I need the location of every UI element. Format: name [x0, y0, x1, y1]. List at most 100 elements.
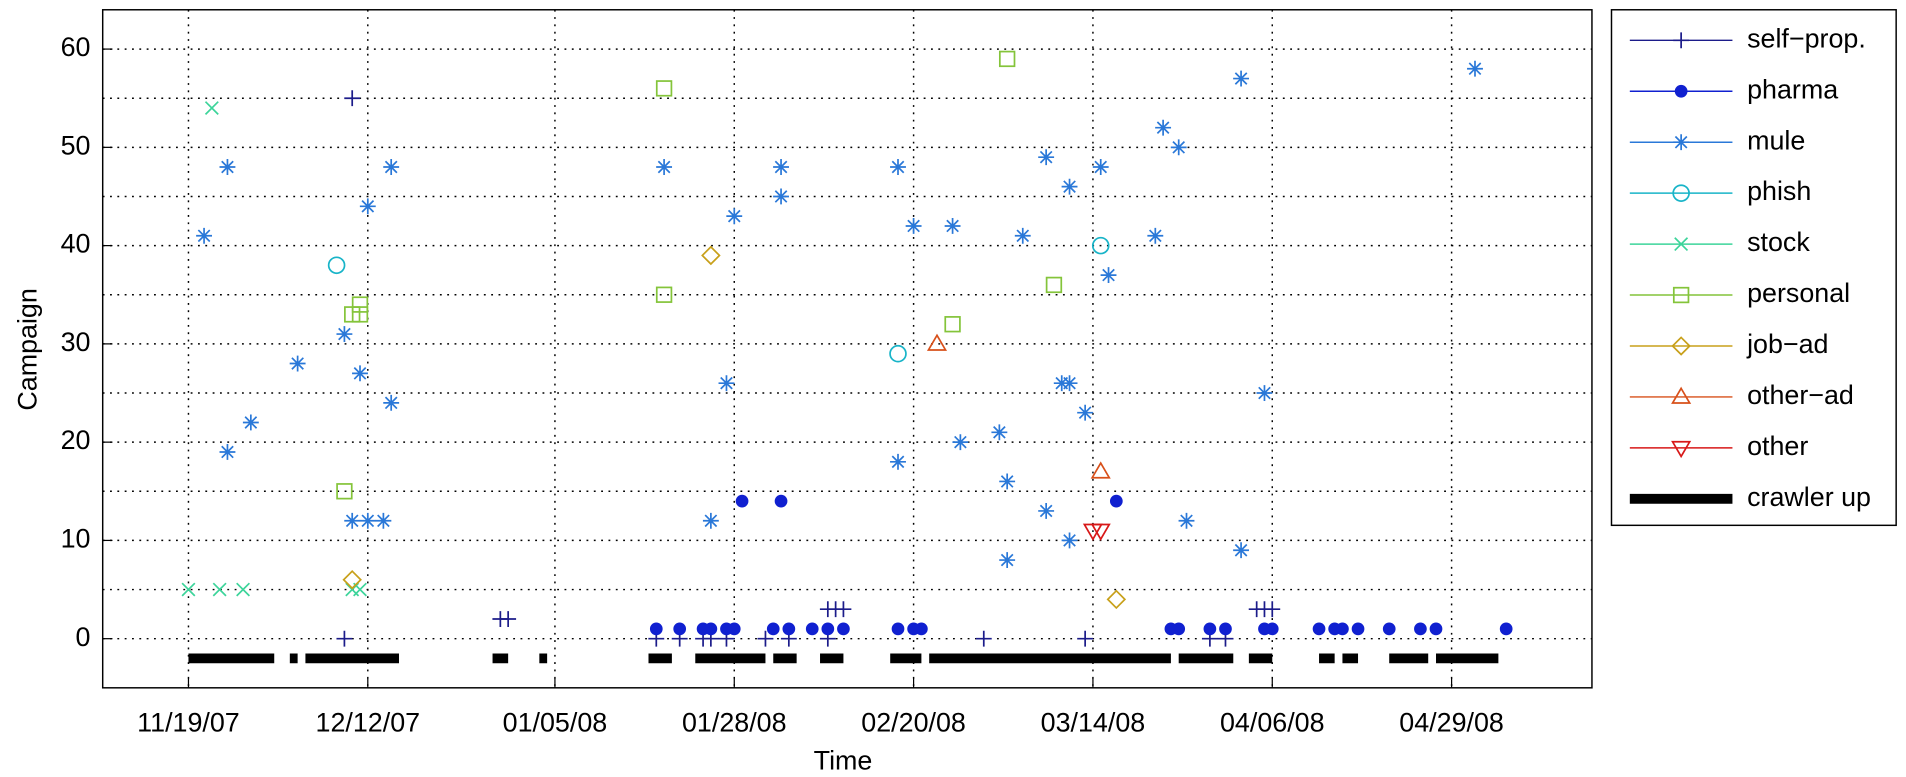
marker-part: [344, 90, 361, 107]
marker-part: [1061, 375, 1078, 392]
y-tick-label: 60: [61, 32, 91, 62]
marker-part: [1467, 60, 1483, 77]
marker: [1106, 589, 1127, 610]
marker-part: [1429, 622, 1443, 636]
marker-part: [1219, 622, 1232, 636]
marker: [1155, 119, 1172, 136]
marker: [196, 227, 213, 244]
legend-label: crawler up: [1747, 482, 1871, 512]
marker-part: [837, 622, 850, 636]
marker-part: [704, 622, 718, 636]
marker: [774, 494, 788, 508]
y-tick-label: 50: [61, 130, 91, 160]
marker-part: [1265, 622, 1279, 636]
marker-part: [375, 512, 392, 529]
marker: [383, 159, 400, 175]
marker: [1100, 267, 1117, 284]
marker-part: [944, 218, 961, 234]
marker-part: [336, 630, 353, 647]
marker: [336, 483, 353, 500]
marker: [1038, 149, 1055, 166]
marker: [1170, 139, 1187, 156]
marker-part: [1674, 84, 1688, 98]
marker: [1090, 523, 1111, 541]
marker: [889, 344, 907, 363]
marker-part: [1147, 227, 1164, 244]
marker: [1414, 622, 1427, 636]
marker: [1233, 70, 1250, 87]
marker: [219, 444, 236, 460]
marker-part: [890, 159, 906, 175]
marker: [656, 159, 673, 175]
marker-part: [649, 622, 663, 636]
marker: [500, 611, 517, 627]
marker-part: [219, 159, 236, 175]
marker: [1061, 375, 1078, 392]
marker: [336, 326, 353, 342]
marker: [181, 582, 196, 597]
marker: [673, 622, 687, 636]
marker-part: [1038, 502, 1055, 519]
marker: [975, 630, 992, 647]
marker: [1172, 622, 1186, 636]
marker-part: [952, 434, 969, 451]
y-tick-label: 20: [61, 425, 91, 455]
marker-part: [1672, 286, 1690, 304]
marker: [1264, 601, 1281, 618]
legend-label: self−prop.: [1747, 23, 1866, 53]
marker: [359, 512, 376, 529]
marker-part: [352, 365, 368, 382]
marker-part: [926, 333, 948, 351]
marker: [1336, 622, 1349, 636]
marker-part: [1312, 622, 1326, 636]
marker: [1090, 461, 1111, 479]
marker: [701, 245, 721, 266]
marker-part: [204, 101, 219, 115]
legend-label: other: [1747, 431, 1808, 461]
marker: [242, 414, 259, 431]
marker-part: [1673, 134, 1690, 151]
marker-part: [1382, 622, 1396, 636]
marker-part: [342, 569, 362, 590]
marker-part: [702, 512, 719, 529]
marker: [336, 630, 353, 647]
marker: [344, 512, 361, 529]
marker-part: [891, 622, 905, 636]
marker: [1233, 542, 1250, 559]
marker: [1671, 386, 1692, 404]
marker: [1671, 336, 1691, 356]
marker-part: [1414, 622, 1427, 636]
marker: [998, 50, 1016, 68]
marker-part: [1499, 622, 1513, 636]
legend-label: stock: [1747, 227, 1810, 257]
marker-part: [1109, 494, 1123, 508]
plot-frame: [101, 9, 1593, 689]
x-tick-label: 04/06/08: [1220, 708, 1325, 738]
marker: [351, 296, 369, 313]
marker: [835, 601, 852, 618]
marker: [1219, 622, 1232, 636]
marker: [727, 622, 741, 636]
marker: [1061, 532, 1078, 549]
marker-part: [1203, 622, 1217, 636]
legend-label: phish: [1747, 176, 1811, 206]
marker-part: [701, 245, 721, 266]
marker-part: [289, 355, 306, 372]
y-tick-label: 30: [61, 327, 91, 357]
marker: [344, 90, 361, 107]
marker: [1672, 286, 1690, 304]
marker-part: [1674, 237, 1689, 252]
marker-part: [774, 494, 788, 508]
marker-part: [1172, 622, 1186, 636]
marker: [999, 552, 1016, 569]
marker: [782, 622, 796, 636]
y-tick-label: 0: [76, 622, 91, 652]
marker-part: [359, 198, 376, 215]
marker-part: [1100, 267, 1117, 284]
marker-part: [1178, 512, 1195, 529]
marker-part: [998, 50, 1016, 68]
marker: [821, 622, 835, 636]
marker-part: [383, 394, 400, 411]
marker-part: [1671, 440, 1692, 459]
marker-part: [500, 611, 517, 627]
